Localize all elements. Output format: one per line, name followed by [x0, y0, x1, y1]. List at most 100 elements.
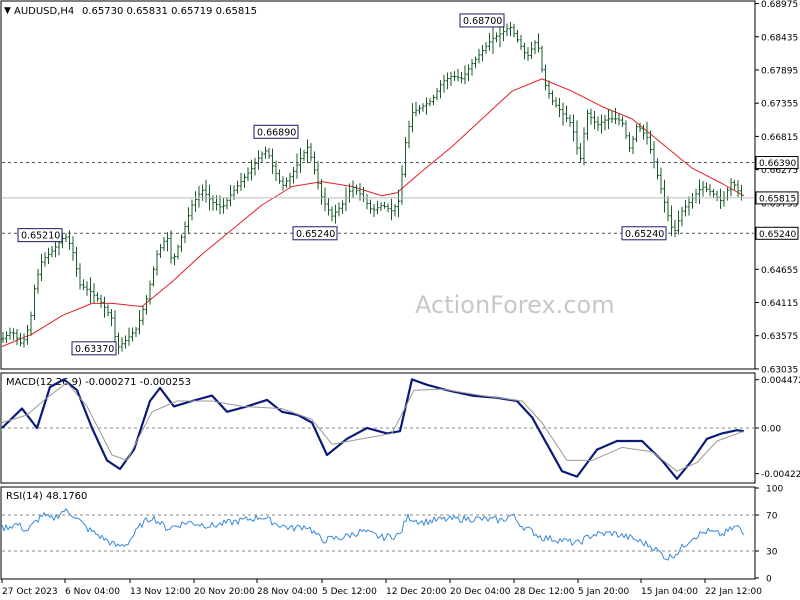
price-annotation: 0.65240	[292, 226, 338, 241]
ohlc-bar	[281, 176, 285, 191]
ohlc-bar	[516, 29, 519, 43]
ohlc-bar	[544, 64, 547, 91]
ohlc-bar	[309, 143, 313, 162]
y-tick-label: 0.67355	[761, 100, 798, 110]
ohlc-bar	[229, 184, 232, 207]
y-tick-label: 30	[766, 548, 778, 558]
ohlc-bar	[593, 111, 596, 130]
ohlc-bar	[75, 246, 78, 277]
x-tick-label: 15 Jan 04:00	[641, 587, 698, 597]
ohlc-bar	[586, 109, 589, 141]
svg-text:0.65240: 0.65240	[625, 229, 664, 240]
ohlc-bar	[218, 195, 222, 215]
ohlc-bar	[29, 311, 33, 336]
x-tick-label: 13 Nov 12:00	[130, 587, 191, 597]
price-annotation: 0.65210	[17, 228, 63, 243]
ohlc-bar	[652, 141, 656, 169]
ohlc-bar	[495, 32, 498, 43]
ohlc-bar	[614, 107, 617, 124]
ohlc-bar	[54, 239, 57, 258]
ohlc-bar	[15, 328, 19, 346]
x-tick-label: 20 Dec 04:00	[450, 587, 511, 597]
svg-text:0.65210: 0.65210	[21, 231, 60, 242]
ohlc-bar	[194, 191, 197, 213]
ohlc-bar	[677, 210, 680, 235]
ohlc-bar	[670, 205, 673, 237]
ohlc-bar	[589, 108, 593, 125]
svg-text:0.66890: 0.66890	[257, 127, 296, 138]
y-tick-label: -0.004229	[761, 470, 800, 480]
ohlc-bar	[411, 103, 414, 133]
macd-label: MACD(12,26,9) -0.000271 -0.000253	[6, 377, 191, 388]
ohlc-bar	[635, 124, 638, 143]
ohlc-bar	[519, 34, 523, 51]
level-label: 0.66390	[755, 156, 799, 170]
watermark: ActionForex.com	[415, 291, 615, 319]
collapse-triangle-icon[interactable]: ▼	[4, 6, 11, 16]
ohlc-bar	[568, 114, 572, 127]
ohlc-bar	[649, 130, 652, 154]
y-tick-label: 0.68435	[761, 33, 798, 43]
ohlc-bar	[327, 198, 330, 216]
y-tick-label: 0	[766, 575, 772, 585]
y-tick-label: 0.63575	[761, 332, 798, 342]
ohlc-bar	[540, 45, 544, 73]
ohlc-bar	[166, 232, 169, 252]
x-tick-label: 28 Dec 12:00	[514, 587, 575, 597]
ohlc-bar	[78, 263, 82, 290]
price-annotation: 0.66890	[253, 124, 299, 139]
ohlc-bar	[582, 127, 586, 166]
ohlc-bar	[26, 324, 29, 345]
ohlc-bar	[418, 105, 421, 115]
y-tick-label: 0.64115	[761, 299, 798, 309]
ohlc-bar	[285, 177, 288, 189]
ohlc-bar	[89, 277, 92, 304]
ohlc-bar	[145, 295, 148, 315]
ohlc-bar	[190, 199, 194, 221]
ohlc-bar	[684, 199, 687, 217]
ohlc-bar	[628, 132, 631, 153]
rsi-label: RSI(14) 48.1760	[6, 491, 87, 502]
ohlc-bar	[579, 143, 582, 162]
ohlc-bar	[295, 153, 299, 179]
ohlc-values: 0.65730 0.65831 0.65719 0.65815	[82, 6, 257, 17]
ohlc-bar	[334, 204, 337, 224]
ohlc-bar	[236, 180, 239, 194]
ohlc-bar	[5, 331, 8, 344]
ohlc-bar	[173, 253, 176, 266]
ohlc-bar	[449, 71, 453, 86]
ohlc-bar	[666, 196, 670, 222]
ohlc-bar	[82, 279, 85, 291]
ohlc-bar	[523, 42, 526, 60]
price-annotation: 0.63370	[71, 341, 117, 356]
ohlc-bar	[456, 68, 460, 82]
ohlc-bar	[330, 206, 334, 222]
ohlc-bar	[257, 150, 260, 170]
ohlc-bar	[526, 47, 530, 61]
ohlc-bar	[127, 327, 131, 346]
ohlc-bar	[624, 120, 628, 139]
ohlc-bar	[292, 166, 295, 184]
ohlc-bar	[271, 148, 274, 174]
ohlc-bar	[131, 327, 134, 342]
y-tick-label: 0.68975	[761, 0, 798, 10]
ohlc-bar	[106, 304, 110, 317]
last-price-label: 0.65815	[755, 191, 799, 205]
ohlc-bar	[463, 65, 467, 85]
x-tick-label: 5 Dec 12:00	[322, 587, 377, 597]
ohlc-bar	[313, 151, 316, 175]
ohlc-bar	[642, 124, 645, 140]
ohlc-bar	[596, 116, 600, 131]
ohlc-bar	[712, 188, 715, 198]
y-tick-label: 100	[766, 485, 783, 495]
svg-text:0.65240: 0.65240	[759, 230, 796, 240]
ohlc-bar	[498, 24, 502, 48]
ohlc-bar	[22, 333, 26, 348]
ohlc-bar	[103, 296, 106, 318]
ohlc-bar	[397, 189, 400, 218]
ohlc-bar	[607, 109, 610, 130]
ohlc-bar	[355, 184, 358, 195]
ohlc-bar	[491, 27, 495, 54]
ohlc-bar	[547, 80, 551, 99]
ohlc-bar	[715, 190, 719, 202]
